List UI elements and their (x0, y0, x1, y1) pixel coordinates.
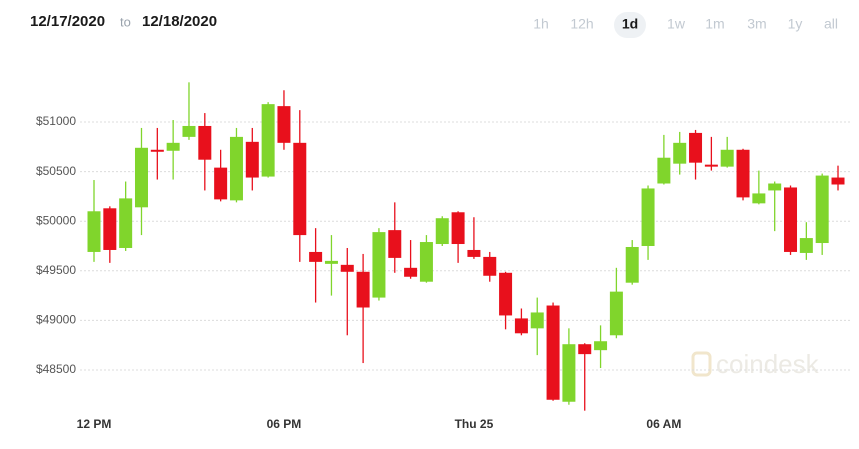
watermark: coindesk (691, 349, 820, 379)
y-tick-label: $49000 (36, 313, 76, 327)
candle-body (134, 147, 148, 208)
candle-body (578, 344, 592, 355)
candle-body (435, 218, 449, 245)
candle-body (799, 238, 813, 253)
y-tick-label: $50500 (36, 164, 76, 178)
candle-body (594, 341, 608, 351)
candle-body (404, 267, 418, 277)
candle-body (720, 149, 734, 167)
candle-body (514, 318, 528, 334)
candle-body (689, 132, 703, 163)
candle-body (657, 157, 671, 184)
range-button[interactable]: 1d (622, 16, 638, 32)
y-tick-label: $48500 (36, 362, 76, 376)
candle-body (609, 291, 623, 336)
x-tick-label: 12 PM (77, 417, 112, 431)
candle-body (419, 242, 433, 282)
candle-body (483, 256, 497, 276)
watermark-text: coindesk (716, 349, 820, 379)
candle-body (467, 249, 481, 257)
x-tick-label: Thu 25 (455, 417, 494, 431)
candle-body (356, 271, 370, 308)
range-button[interactable]: 3m (747, 16, 766, 32)
candle-body (261, 104, 275, 177)
candle-body (641, 188, 655, 246)
range-selected-bg (614, 12, 646, 38)
candle-body (277, 106, 291, 143)
candle-body (293, 142, 307, 236)
candle-body (625, 246, 639, 283)
y-tick-label: $50000 (36, 213, 76, 227)
range-button[interactable]: 12h (570, 16, 593, 32)
date-from[interactable]: 12/17/2020 (30, 13, 105, 30)
candle-body (752, 193, 766, 204)
watermark-logo (691, 351, 712, 377)
candle-body (324, 260, 338, 264)
candle-body (784, 187, 798, 252)
candle-body (451, 212, 465, 245)
candle-body (372, 232, 386, 298)
candle-body (831, 177, 845, 185)
x-tick-label: 06 AM (646, 417, 681, 431)
candle-body (245, 141, 259, 178)
candle-body (562, 344, 576, 402)
candle-body (150, 149, 164, 152)
candle-body (736, 149, 750, 198)
candle-body (87, 211, 101, 252)
candle-body (182, 125, 196, 137)
range-button[interactable]: 1w (667, 16, 686, 32)
candle-body (198, 125, 212, 160)
candle-body (815, 175, 829, 244)
y-tick-label: $49500 (36, 263, 76, 277)
candle-body (768, 183, 782, 191)
candle-body (119, 198, 133, 248)
y-tick-label: $51000 (36, 114, 76, 128)
candle-body (214, 167, 228, 200)
candle-body (530, 312, 544, 329)
candle-body (103, 208, 117, 250)
x-tick-label: 06 PM (267, 417, 302, 431)
range-button[interactable]: all (824, 16, 838, 32)
candle-body (704, 164, 718, 167)
candle-body (229, 136, 243, 201)
range-button[interactable]: 1m (705, 16, 724, 32)
range-button[interactable]: 1h (533, 16, 549, 32)
candle-body (309, 251, 323, 262)
candle-body (546, 305, 560, 400)
date-separator: to (120, 14, 131, 29)
range-button[interactable]: 1y (788, 16, 803, 32)
candle-body (340, 264, 354, 272)
candle-body (166, 142, 180, 151)
candle-body (499, 272, 513, 316)
date-to[interactable]: 12/18/2020 (142, 13, 217, 30)
candle-body (388, 230, 402, 258)
candle-body (673, 142, 687, 164)
